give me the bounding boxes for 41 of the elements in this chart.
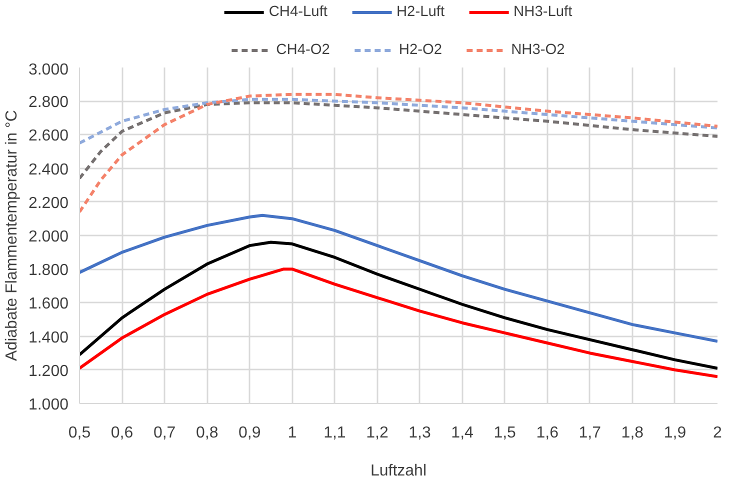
- x-tick-label: 1,7: [578, 424, 602, 442]
- y-tick-label: 1.400: [28, 329, 69, 346]
- y-tick-label: 2.000: [28, 228, 69, 246]
- y-axis-title: Adiabate Flammentemperatur in °C: [3, 110, 20, 361]
- legend-label: CH4-Luft: [268, 4, 328, 20]
- line-series: [80, 92, 718, 214]
- x-tick-label: 0,9: [238, 424, 261, 442]
- x-axis-title: Luftzahl: [370, 462, 427, 480]
- legend-label: NH3-Luft: [514, 4, 572, 20]
- x-tick-label: 1,1: [324, 424, 346, 442]
- y-tick-label: 2.400: [28, 161, 69, 178]
- x-tick-label: 0,7: [153, 424, 176, 442]
- line-series: [80, 98, 718, 145]
- y-tick-label: 1.000: [28, 396, 69, 414]
- x-tick-label: 1,9: [664, 424, 686, 442]
- y-tick-label: 1.800: [28, 262, 69, 280]
- legend-label: NH3-O2: [511, 42, 565, 58]
- y-tick-label: 2.800: [28, 94, 69, 112]
- x-tick-label: 1,6: [536, 424, 559, 442]
- line-series: [80, 268, 718, 378]
- x-tick-label: 1: [288, 424, 297, 442]
- x-tick-label: 1,4: [451, 424, 474, 442]
- line-series: [80, 214, 718, 343]
- y-tick-label: 3.000: [28, 62, 69, 78]
- x-tick-label: 0,6: [110, 424, 134, 442]
- x-tick-label: 0,5: [68, 424, 91, 442]
- y-tick-label: 1.600: [28, 296, 69, 313]
- x-tick-label: 1,3: [408, 424, 431, 442]
- x-tick-label: 1,2: [366, 424, 388, 442]
- legend-label: H2-O2: [398, 42, 442, 58]
- legend-label: CH4-O2: [276, 42, 330, 58]
- x-tick-label: 0,8: [196, 424, 218, 442]
- line-series: [80, 101, 718, 180]
- y-tick-label: 2.200: [28, 194, 69, 212]
- y-tick-label: 1.200: [28, 362, 69, 380]
- x-tick-label: 1,5: [494, 424, 516, 442]
- legend-label: H2-Luft: [396, 4, 445, 20]
- x-tick-label: 2: [713, 424, 722, 442]
- line-series: [80, 240, 718, 370]
- x-tick-label: 1,8: [621, 424, 644, 442]
- y-tick-label: 2.600: [28, 128, 69, 145]
